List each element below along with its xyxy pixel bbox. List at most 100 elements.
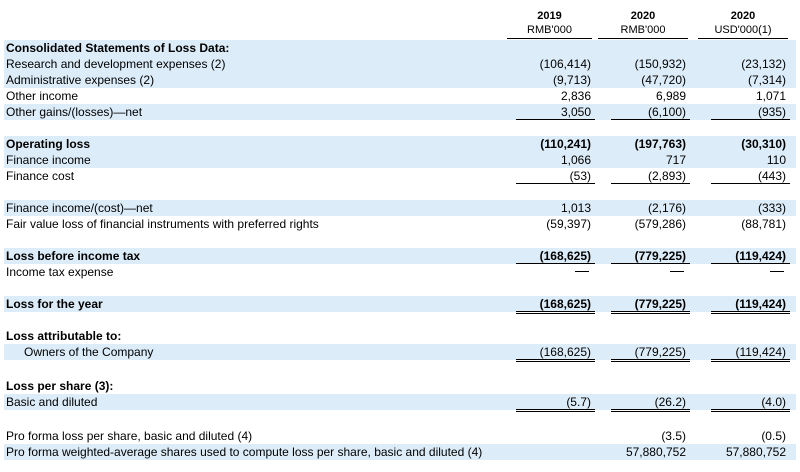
table-row: Pro forma loss per share, basic and dilu… xyxy=(4,428,796,444)
table-row: Operating loss (110,241) (197,763) (30,310) xyxy=(4,136,796,152)
row-label: Pro forma weighted-average shares used t… xyxy=(6,445,483,459)
header-underline xyxy=(698,38,788,39)
row-label: Finance cost xyxy=(6,169,75,183)
table-row: Loss for the year (168,625) (779,225) (119,… xyxy=(4,296,796,314)
value-2020-usd: 1,071 xyxy=(755,89,786,103)
header-underline xyxy=(598,38,688,39)
row-label: Income tax expense xyxy=(6,265,114,279)
row-label: Finance income/(cost)—net xyxy=(6,201,153,215)
value-2020-rmb: (47,720) xyxy=(641,73,686,87)
value-2020-rmb: (2,893) xyxy=(601,168,690,184)
row-label: Owners of the Company xyxy=(24,345,154,359)
value-2020-usd: (7,314) xyxy=(747,73,786,87)
value-2020-usd: (0.5) xyxy=(761,429,786,443)
row-label: Consolidated Statements of Loss Data: xyxy=(6,41,230,55)
value-2020-rmb: (150,932) xyxy=(634,57,686,71)
value-2020-rmb: (2,176) xyxy=(647,201,686,215)
value-2020-rmb: 6,989 xyxy=(655,89,686,103)
column-unit: RMB'000 xyxy=(527,24,572,36)
row-label: Other income xyxy=(6,89,79,103)
table-row: Income tax expense — — — xyxy=(4,264,796,280)
table-row: Loss per share (3): xyxy=(4,378,796,394)
header-underline xyxy=(507,38,592,39)
value-2020-usd: (23,132) xyxy=(741,57,786,71)
value-2020-usd: (119,424) xyxy=(701,344,790,362)
value-2020-rmb: (579,286) xyxy=(634,217,686,231)
value-2020-usd xyxy=(701,40,786,56)
value-2019-rmb: 1,013 xyxy=(560,201,591,215)
value-2019-rmb: — xyxy=(506,264,591,280)
table-row: Basic and diluted (5.7) (26.2) (4.0) xyxy=(4,394,796,412)
value-2020-rmb: 717 xyxy=(665,153,686,167)
row-label: Research and development expenses (2) xyxy=(6,57,226,71)
value-2020-usd: (4.0) xyxy=(701,394,790,412)
column-header-2020-rmb: 2020 RMB'000 xyxy=(598,9,688,41)
table-row: Consolidated Statements of Loss Data: xyxy=(4,40,796,56)
value-2020-usd: 57,880,752 xyxy=(725,445,786,459)
value-2019-rmb: (53) xyxy=(506,168,595,184)
value-2020-usd: (333) xyxy=(757,201,786,215)
row-label: Other gains/(losses)—net xyxy=(6,105,143,119)
table-row: Pro forma weighted-average shares used t… xyxy=(4,444,796,460)
value-2020-usd xyxy=(701,328,786,344)
table-row: Fair value loss of financial instruments… xyxy=(4,216,796,232)
value-2019-rmb: (168,625) xyxy=(506,248,595,264)
row-label: Operating loss xyxy=(6,137,91,151)
value-2020-usd: (443) xyxy=(701,168,790,184)
value-2020-usd: — xyxy=(701,264,786,280)
value-2019-rmb xyxy=(506,378,591,394)
value-2019-rmb xyxy=(506,40,591,56)
value-2019-rmb: 3,050 xyxy=(506,104,595,120)
value-2020-usd: (935) xyxy=(701,104,790,120)
table-row: Finance income/(cost)—net 1,013 (2,176) (33… xyxy=(4,200,796,216)
value-2020-rmb: (26.2) xyxy=(601,394,690,412)
value-2019-rmb: (59,397) xyxy=(546,217,591,231)
table-row: Finance income 1,066 717 110 xyxy=(4,152,796,168)
value-2019-rmb xyxy=(506,428,591,444)
table-row: Loss attributable to: xyxy=(4,328,796,344)
value-2019-rmb: (110,241) xyxy=(540,137,591,151)
column-header-2020-usd: 2020 USD'000(1) xyxy=(698,9,788,41)
row-label: Administrative expenses (2) xyxy=(6,73,155,87)
table-row: Owners of the Company (168,625) (779,225) (… xyxy=(4,344,796,362)
value-2020-usd xyxy=(701,378,786,394)
row-label: Loss per share (3): xyxy=(6,379,114,393)
value-2019-rmb: (168,625) xyxy=(506,296,595,314)
row-label: Loss before income tax xyxy=(6,249,141,263)
value-2019-rmb: (106,414) xyxy=(539,57,591,71)
value-2020-rmb: (779,225) xyxy=(601,344,690,362)
value-2020-rmb: (6,100) xyxy=(601,104,690,120)
column-year: 2019 xyxy=(537,10,562,22)
value-2020-rmb: (197,763) xyxy=(634,137,686,151)
column-unit: USD'000(1) xyxy=(714,24,772,36)
value-2020-rmb: (779,225) xyxy=(601,296,690,314)
value-2020-usd: 110 xyxy=(766,153,786,167)
column-year: 2020 xyxy=(730,10,756,22)
value-2019-rmb xyxy=(506,328,591,344)
column-year: 2020 xyxy=(630,10,656,22)
table-row: Finance cost (53) (2,893) (443) xyxy=(4,168,796,184)
value-2020-rmb: 57,880,752 xyxy=(625,445,686,459)
value-2020-usd: (119,424) xyxy=(701,296,790,314)
value-2019-rmb: 1,066 xyxy=(560,153,591,167)
value-2020-rmb xyxy=(601,40,686,56)
value-2019-rmb: 2,836 xyxy=(560,89,591,103)
value-2020-rmb xyxy=(601,378,686,394)
table-row: Research and development expenses (2) (10… xyxy=(4,56,796,72)
value-2020-usd: (30,310) xyxy=(741,137,786,151)
value-2020-usd: (88,781) xyxy=(741,217,786,231)
value-2019-rmb: (5.7) xyxy=(506,394,595,412)
value-2020-usd: (119,424) xyxy=(701,248,790,264)
column-header-2019: 2019 RMB'000 xyxy=(507,9,592,41)
row-label: Pro forma loss per share, basic and dilu… xyxy=(6,429,253,443)
row-label: Loss attributable to: xyxy=(6,329,122,343)
table-row: Other gains/(losses)—net 3,050 (6,100) (935… xyxy=(4,104,796,120)
row-label: Basic and diluted xyxy=(6,395,98,409)
table-row: Other income 2,836 6,989 1,071 xyxy=(4,88,796,104)
row-label: Finance income xyxy=(6,153,91,167)
value-2020-rmb: (779,225) xyxy=(601,248,690,264)
row-label: Fair value loss of financial instruments… xyxy=(6,217,319,231)
value-2019-rmb xyxy=(506,444,591,460)
value-2019-rmb: (168,625) xyxy=(506,344,595,362)
